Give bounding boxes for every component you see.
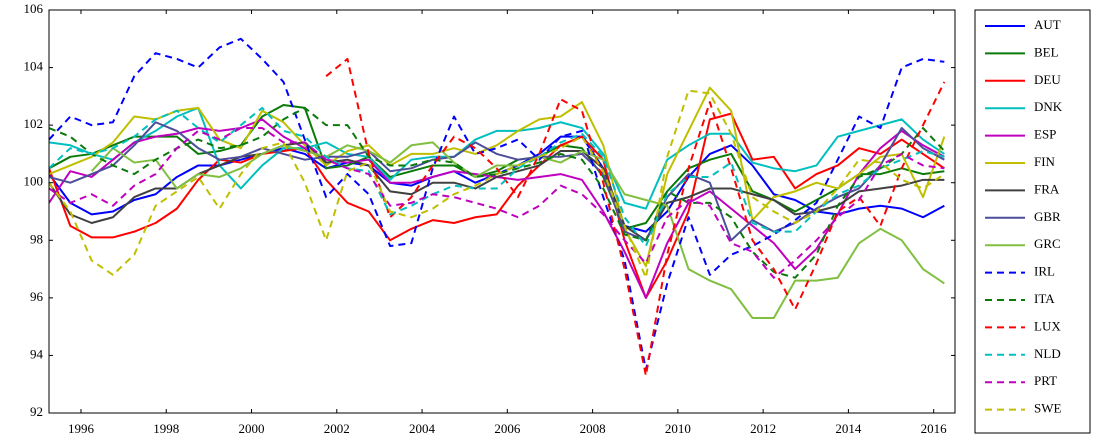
legend-label: FRA xyxy=(1034,181,1060,196)
legend-label: FIN xyxy=(1034,154,1056,169)
plot-lines xyxy=(49,37,946,377)
legend-label: DNK xyxy=(1034,99,1063,114)
legend-label: GRC xyxy=(1034,236,1061,251)
series-line xyxy=(49,106,945,210)
x-tick-label: 2004 xyxy=(409,421,436,436)
series-line xyxy=(49,121,945,242)
x-tick-label: 2006 xyxy=(494,421,521,436)
series-line xyxy=(49,112,945,299)
legend-label: BEL xyxy=(1034,44,1059,59)
series-line xyxy=(49,106,946,279)
x-tick-label: 2016 xyxy=(921,421,948,436)
plot-frame xyxy=(48,9,956,414)
legend-box xyxy=(974,9,1091,434)
x-tick-label: 1996 xyxy=(68,421,95,436)
x-tick-label: 1998 xyxy=(153,421,179,436)
legend-label: AUT xyxy=(1034,17,1061,32)
y-tick-label: 100 xyxy=(24,174,44,189)
legend-label: NLD xyxy=(1034,346,1061,361)
y-tick-label: 106 xyxy=(24,1,44,16)
legend-label: PRT xyxy=(1034,373,1057,388)
series-line xyxy=(49,141,945,242)
legend-label: IRL xyxy=(1034,264,1055,279)
y-tick-label: 96 xyxy=(30,289,44,304)
y-tick-label: 94 xyxy=(30,346,44,361)
x-tick-label: 2002 xyxy=(324,421,350,436)
legend-label: LUX xyxy=(1034,318,1061,333)
x-tick-label: 2014 xyxy=(835,421,862,436)
series-line xyxy=(49,103,945,230)
y-tick-label: 102 xyxy=(24,116,44,131)
legend-label: SWE xyxy=(1034,401,1062,416)
legend-label: ITA xyxy=(1034,291,1055,306)
x-tick-label: 2010 xyxy=(665,421,691,436)
legend-label: DEU xyxy=(1034,72,1061,87)
series-line xyxy=(49,89,945,279)
series-line xyxy=(49,86,946,268)
legend-label: GBR xyxy=(1034,209,1061,224)
y-tick-label: 98 xyxy=(30,231,43,246)
x-tick-label: 2000 xyxy=(239,421,265,436)
x-tick-label: 2008 xyxy=(580,421,606,436)
series-line xyxy=(325,57,946,377)
y-tick-label: 104 xyxy=(24,59,44,74)
y-tick-label: 92 xyxy=(30,404,43,419)
series-line xyxy=(49,106,945,248)
x-tick-label: 2012 xyxy=(750,421,776,436)
legend-label: ESP xyxy=(1034,127,1056,142)
